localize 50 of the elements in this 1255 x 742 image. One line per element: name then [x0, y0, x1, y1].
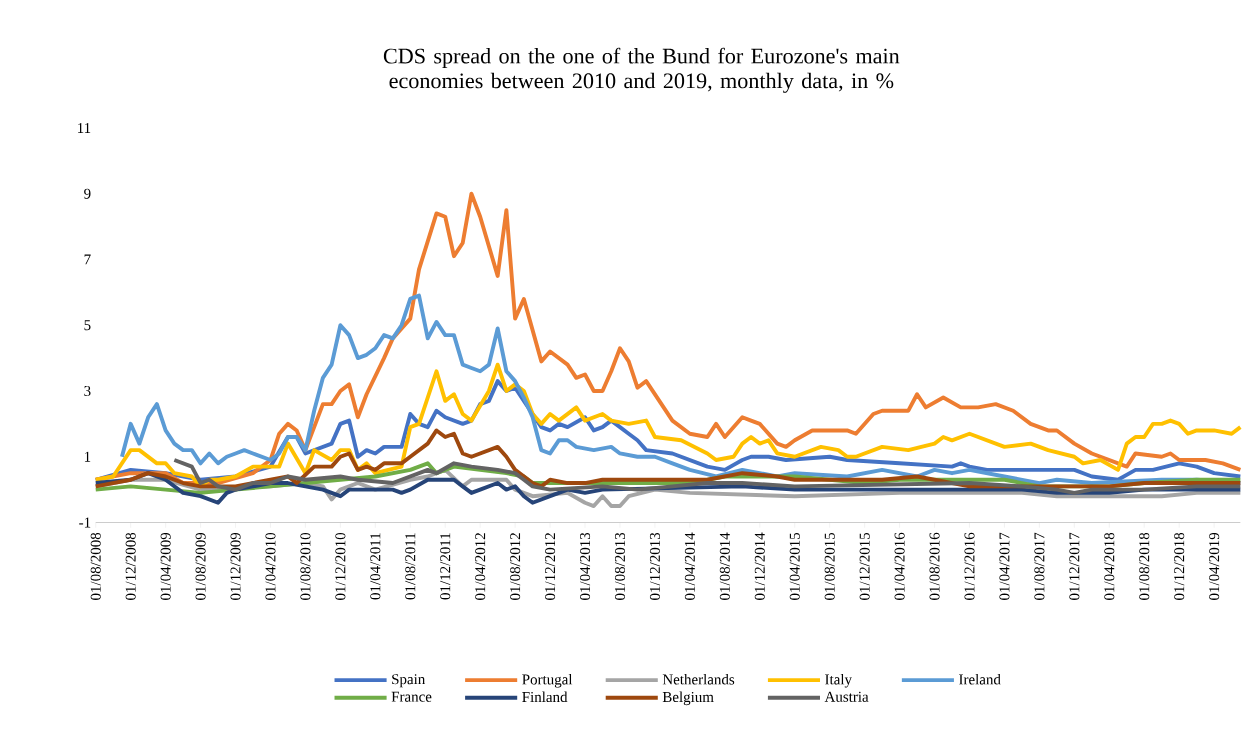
x-tick-label: 01/08/2012 [510, 533, 521, 600]
x-tick-label: 01/12/2008 [125, 532, 136, 600]
legend-label: Austria [824, 691, 869, 702]
legend-label: Italy [825, 673, 852, 688]
x-tick-label: 01/08/2011 [405, 533, 416, 600]
x-tick-label: 01/12/2013 [649, 532, 660, 600]
x-tick-label: 01/12/2018 [1174, 532, 1185, 600]
x-tick-label: 01/04/2009 [160, 532, 171, 600]
x-tick-label: 01/04/2019 [1209, 532, 1220, 600]
x-tick-label: 01/04/2013 [579, 532, 591, 600]
x-tick-label: 01/12/2017 [1069, 532, 1080, 600]
x-tick-label: 01/12/2010 [335, 532, 346, 600]
legend-label: Netherlands [662, 673, 735, 685]
chart-title: CDS spread on the one of the Bund for Eurozone's main economies between 2010 and 2019, monthly data, in % [383, 47, 900, 93]
y-tick-label: 1 [84, 451, 91, 462]
x-tick-label: 01/04/2015 [789, 532, 800, 600]
x-tick-label: 01/04/2012 [475, 533, 486, 600]
x-tick-label: 01/08/2017 [1034, 532, 1045, 600]
x-tick-label: 01/12/2011 [440, 533, 451, 600]
x-tick-label: 01/12/2016 [964, 532, 975, 600]
legend-label: Portugal [522, 673, 573, 688]
legend-label: Belgium [662, 691, 714, 706]
x-tick-label: 01/04/2011 [370, 533, 381, 600]
x-tick-label: 01/04/2016 [894, 532, 905, 600]
legend-label: France [391, 691, 432, 702]
x-tick-label: 01/08/2015 [824, 532, 835, 600]
x-tick-label: 01/12/2009 [230, 532, 241, 600]
y-tick-label: 11 [78, 122, 91, 133]
y-tick-label: 7 [84, 254, 91, 265]
legend-label: Ireland [959, 673, 1001, 685]
x-tick-label: 01/08/2009 [195, 532, 206, 600]
y-tick-label: 9 [84, 188, 91, 199]
x-tick-label: 01/08/2013 [614, 532, 626, 600]
x-tick-label: 01/08/2014 [719, 532, 730, 600]
x-tick-label: 01/04/2018 [1104, 532, 1115, 600]
x-tick-label: 01/04/2017 [999, 532, 1010, 600]
legend-label: Finland [522, 691, 568, 702]
y-tick-label: 5 [84, 320, 91, 331]
x-tick-label: 01/08/2008 [90, 532, 101, 600]
x-tick-label: 01/12/2015 [859, 532, 870, 600]
y-tick-label: -1 [79, 517, 91, 528]
legend-label: Spain [392, 674, 426, 688]
x-tick-label: 01/12/2014 [754, 532, 765, 600]
y-tick-label: 3 [84, 385, 91, 396]
x-tick-label: 01/12/2012 [545, 533, 556, 600]
x-tick-label: 01/04/2010 [265, 532, 276, 600]
x-tick-label: 01/08/2016 [929, 532, 940, 600]
x-tick-label: 01/04/2014 [684, 532, 695, 600]
x-tick-label: 01/08/2018 [1139, 532, 1150, 600]
x-tick-label: 01/08/2010 [300, 532, 311, 600]
